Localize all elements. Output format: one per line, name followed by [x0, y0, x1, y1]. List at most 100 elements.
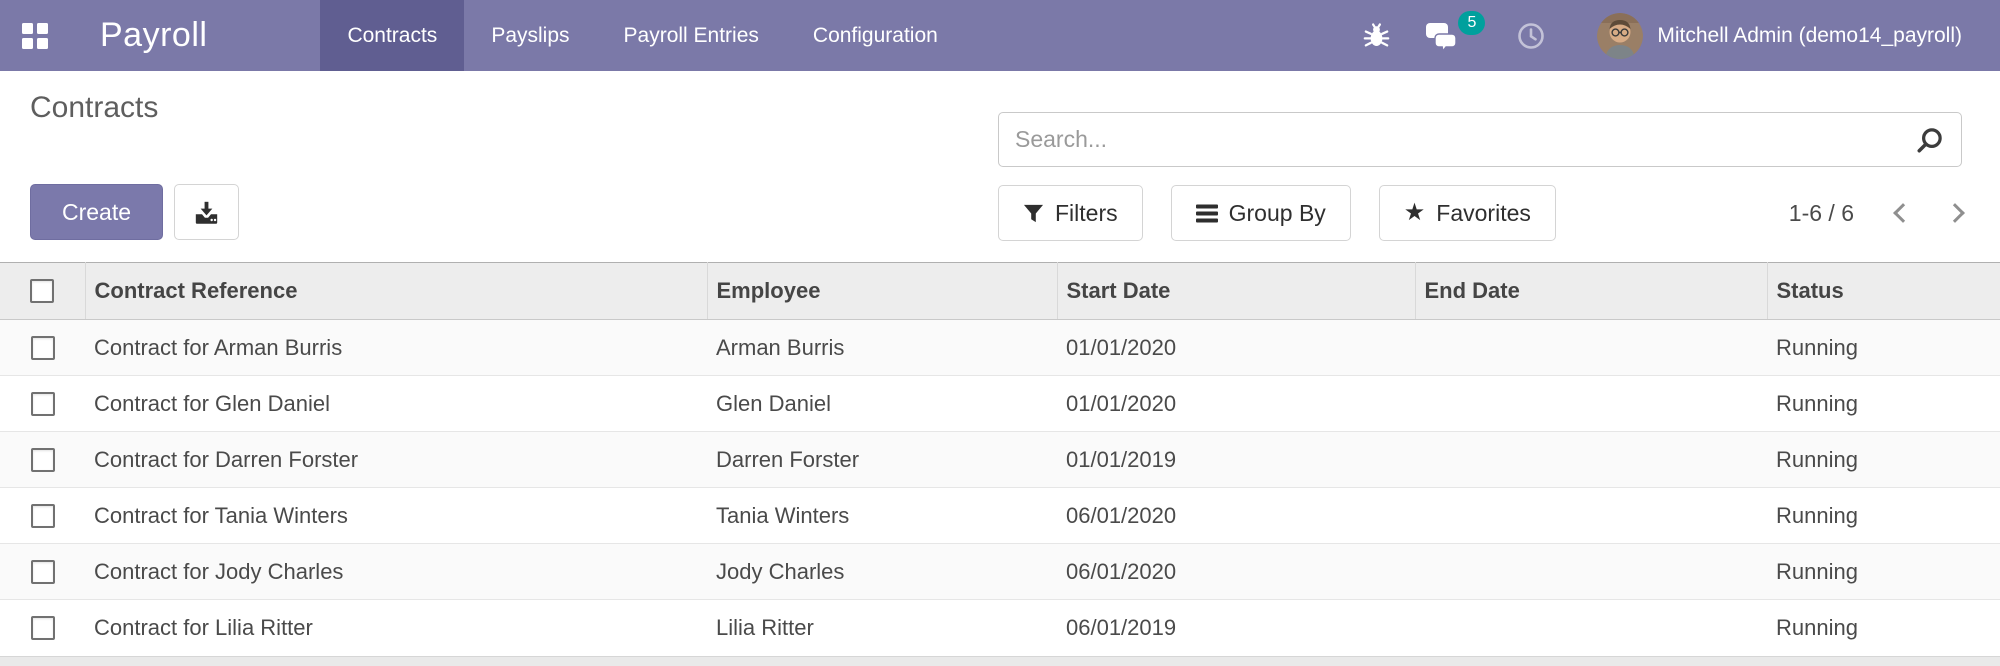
cell-contract-reference[interactable]: Contract for Lilia Ritter	[85, 599, 707, 656]
favorites-label: Favorites	[1436, 199, 1531, 226]
cell-start-date[interactable]: 06/01/2020	[1057, 543, 1415, 600]
cell-start-date[interactable]: 06/01/2019	[1057, 599, 1415, 656]
column-header-end-date[interactable]: End Date	[1415, 262, 1768, 320]
user-avatar[interactable]	[1597, 12, 1644, 59]
apps-grid-icon	[22, 22, 48, 49]
column-header-employee[interactable]: Employee	[707, 262, 1058, 320]
pager-value[interactable]: 1-6 / 6	[1788, 199, 1854, 226]
cell-contract-reference[interactable]: Contract for Darren Forster	[85, 431, 707, 488]
messages-count-badge: 5	[1458, 10, 1486, 35]
cell-status[interactable]: Running	[1767, 487, 2000, 544]
page-title: Contracts	[30, 91, 159, 124]
cell-employee[interactable]: Glen Daniel	[707, 375, 1057, 432]
cell-employee[interactable]: Tania Winters	[707, 487, 1057, 544]
column-header-status[interactable]: Status	[1767, 262, 2000, 320]
user-menu[interactable]: Mitchell Admin (demo14_payroll)	[1657, 23, 1962, 47]
pager-next-button[interactable]	[1945, 203, 1965, 223]
cell-status[interactable]: Running	[1767, 599, 2000, 656]
cell-contract-reference[interactable]: Contract for Arman Burris	[94, 334, 343, 360]
column-header-contract-reference[interactable]: Contract Reference	[85, 262, 708, 320]
cell-status[interactable]: Running	[1767, 375, 2000, 432]
cell-contract-reference[interactable]: Contract for Glen Daniel	[85, 375, 707, 432]
group-by-label: Group By	[1228, 199, 1326, 226]
row-select-cell	[0, 431, 85, 488]
cell-employee[interactable]: Jody Charles	[707, 543, 1057, 600]
row-select-cell	[0, 487, 85, 544]
row-checkbox[interactable]	[30, 615, 55, 640]
row-select-cell	[0, 543, 85, 600]
cell-start-date[interactable]: 06/01/2020	[1057, 487, 1415, 544]
download-icon	[195, 201, 218, 224]
menu-item-configuration[interactable]: Configuration	[786, 0, 965, 71]
menu-item-label: Configuration	[812, 23, 938, 47]
app-title[interactable]: Payroll	[100, 16, 208, 54]
cell-end-date[interactable]	[1415, 320, 1767, 376]
cell-end-date[interactable]	[1415, 543, 1767, 600]
row-checkbox[interactable]	[30, 391, 55, 416]
cell-contract-reference[interactable]: Contract for Jody Charles	[85, 543, 707, 600]
table-row[interactable]: Contract for Tania Winters Tania Winters…	[0, 487, 2000, 544]
star-icon: ★	[1403, 199, 1426, 226]
row-checkbox[interactable]	[30, 503, 55, 528]
export-button[interactable]	[174, 184, 240, 240]
table-footer-strip	[0, 655, 2000, 666]
pager-previous-button[interactable]	[1893, 203, 1913, 223]
menu-item-payroll-entries[interactable]: Payroll Entries	[597, 0, 786, 71]
search-options: Filters Group By ★ Favorites 1-6 / 6	[998, 185, 1965, 241]
main-menu: Contracts Payslips Payroll Entries Confi…	[320, 0, 964, 71]
table-row[interactable]: Contract for Darren Forster Darren Forst…	[0, 431, 2000, 488]
table-header: Contract Reference Employee Start Date E…	[0, 262, 2000, 320]
navbar: Payroll Contracts Payslips Payroll Entri…	[0, 0, 2000, 71]
cell-start-date[interactable]: 01/01/2020	[1057, 375, 1415, 432]
cell-end-date[interactable]	[1415, 599, 1767, 656]
contracts-table-body: Contract for Arman Burris Arman Burris 0…	[0, 319, 2000, 656]
create-button[interactable]: Create	[30, 184, 164, 240]
debug-bug-icon[interactable]	[1363, 22, 1390, 49]
cell-start-date[interactable]: 01/01/2019	[1057, 431, 1415, 488]
search-input[interactable]	[999, 113, 1915, 166]
row-select-cell	[0, 599, 85, 656]
column-header-start-date[interactable]: Start Date	[1057, 262, 1416, 320]
cell-status[interactable]: Running	[1767, 543, 2000, 600]
table-row[interactable]: Contract for Arman Burris Arman Burris 0…	[0, 319, 2000, 376]
cell-status[interactable]: Running	[1767, 431, 2000, 488]
cell-employee[interactable]: Arman Burris	[716, 334, 845, 360]
navbar-right: 5 Mitche	[1363, 10, 1962, 59]
cell-contract-reference[interactable]: Contract for Tania Winters	[85, 487, 707, 544]
cell-end-date[interactable]	[1415, 375, 1767, 432]
cell-status[interactable]: Running	[1776, 334, 1858, 360]
row-select-cell	[0, 375, 85, 432]
select-all-header-cell	[0, 262, 86, 320]
cell-end-date[interactable]	[1415, 431, 1767, 488]
cell-employee[interactable]: Lilia Ritter	[707, 599, 1057, 656]
menu-item-contracts[interactable]: Contracts	[320, 0, 465, 71]
filters-button[interactable]: Filters	[998, 185, 1143, 241]
menu-item-label: Payslips	[491, 23, 570, 47]
search-icon[interactable]	[1915, 125, 1945, 155]
menu-item-label: Payroll Entries	[623, 23, 759, 47]
table-row[interactable]: Contract for Jody Charles Jody Charles 0…	[0, 543, 2000, 600]
messages-icon[interactable]: 5	[1426, 10, 1486, 51]
group-by-bars-icon	[1195, 204, 1218, 222]
contracts-table: Contract Reference Employee Start Date E…	[0, 262, 2000, 656]
row-checkbox[interactable]	[30, 447, 55, 472]
table-row[interactable]: Contract for Lilia Ritter Lilia Ritter 0…	[0, 599, 2000, 656]
filters-label: Filters	[1055, 199, 1118, 226]
row-checkbox[interactable]	[30, 335, 55, 360]
select-all-checkbox[interactable]	[30, 279, 55, 303]
activities-clock-icon[interactable]	[1517, 22, 1545, 50]
menu-item-payslips[interactable]: Payslips	[464, 0, 596, 71]
apps-menu-button[interactable]	[22, 22, 48, 49]
row-select-cell	[0, 320, 85, 376]
filter-funnel-icon	[1023, 204, 1044, 222]
table-row[interactable]: Contract for Glen Daniel Glen Daniel 01/…	[0, 375, 2000, 432]
cell-start-date[interactable]: 01/01/2020	[1066, 334, 1177, 360]
group-by-button[interactable]: Group By	[1170, 185, 1351, 241]
control-panel: Contracts Create	[0, 71, 2000, 262]
cell-end-date[interactable]	[1415, 487, 1767, 544]
search-bar	[998, 112, 1962, 167]
row-checkbox[interactable]	[30, 559, 55, 584]
favorites-button[interactable]: ★ Favorites	[1378, 185, 1556, 241]
menu-item-label: Contracts	[347, 23, 438, 47]
cell-employee[interactable]: Darren Forster	[707, 431, 1057, 488]
